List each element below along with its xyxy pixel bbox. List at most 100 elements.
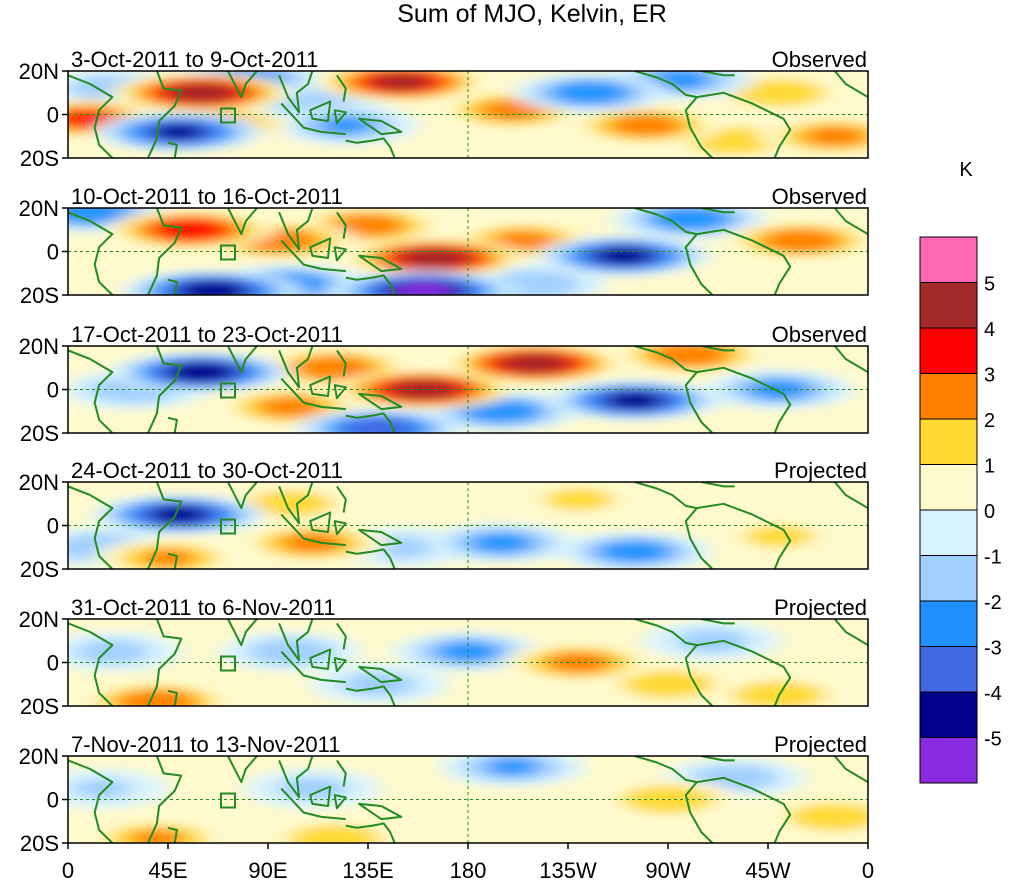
coastline <box>147 208 183 295</box>
coastline <box>358 254 403 273</box>
anomaly-contour <box>608 113 684 137</box>
lon-tick-label: 180 <box>450 858 487 883</box>
anomaly-contour <box>485 757 540 776</box>
anomaly-contour <box>596 540 673 563</box>
colorbar-tick-label: 0 <box>984 501 995 523</box>
coastline <box>309 237 332 259</box>
coastline <box>167 416 178 433</box>
coastline <box>280 239 346 273</box>
anomaly-contour <box>330 214 406 237</box>
coastline <box>227 482 258 510</box>
colorbar-tick-label: 2 <box>984 410 995 432</box>
lon-tick-label: 135W <box>539 858 597 883</box>
anomaly-contour <box>149 505 209 524</box>
coastline <box>68 211 114 295</box>
coastline <box>684 781 714 843</box>
coastline <box>634 756 698 784</box>
coastline <box>833 71 868 98</box>
anomaly-contour <box>490 230 557 252</box>
coastline <box>634 71 698 99</box>
panel-period-label: 3-Oct-2011 to 9-Oct-2011 <box>71 47 318 72</box>
coastline <box>167 552 178 569</box>
coastline <box>333 384 347 400</box>
anomaly-contour <box>605 391 664 410</box>
lat-tick-label: 20S <box>20 421 59 446</box>
coastline <box>701 756 735 762</box>
panel: 20N 0 20S 24-Oct-2011 to 30-Oct-2011 Project… <box>19 458 869 582</box>
anomaly-contour <box>319 116 373 135</box>
coastline <box>278 756 314 799</box>
coastline <box>701 208 735 214</box>
coastline <box>278 619 314 662</box>
anomaly-contour <box>116 689 198 706</box>
coastline <box>696 228 792 295</box>
colorbar-tick-label: 4 <box>984 319 995 341</box>
coastline <box>309 511 332 533</box>
lat-tick-label: 0 <box>47 514 59 539</box>
coastline <box>336 485 347 513</box>
anomaly-contour <box>543 488 615 511</box>
lon-tick-label: 135E <box>342 858 393 883</box>
lat-tick-label: 20N <box>19 744 59 769</box>
anomaly-contour <box>176 280 249 295</box>
anomaly-contour <box>341 417 417 433</box>
coastline <box>345 822 396 843</box>
anomaly-contour <box>549 80 631 105</box>
coastline <box>345 412 396 433</box>
colorbar-tick-label: 5 <box>984 274 995 296</box>
colorbar-swatch <box>919 555 978 602</box>
coastline <box>278 208 314 251</box>
coastline <box>333 657 347 673</box>
lat-tick-label: 20N <box>19 470 59 495</box>
colorbar-tick-label: -2 <box>984 592 1002 614</box>
coastline <box>68 622 114 706</box>
anomaly-contour <box>74 639 151 664</box>
coastline <box>336 211 347 239</box>
anomaly-contour <box>372 72 431 92</box>
panel-period-label: 7-Nov-2011 to 13-Nov-2011 <box>71 732 340 757</box>
coastline <box>333 246 347 262</box>
anomaly-contour <box>165 82 237 104</box>
coastline <box>333 794 347 810</box>
longitude-axis: 0 45E 90E 135E 180 135W 90W 45W 0 <box>62 843 874 883</box>
anomaly-contour <box>399 247 471 269</box>
coastline <box>634 482 698 510</box>
anomaly-contour <box>395 281 453 295</box>
panel-period-label: 24-Oct-2011 to 30-Oct-2011 <box>71 458 343 483</box>
coastline <box>227 619 258 647</box>
lat-tick-label: 20S <box>20 146 59 171</box>
colorbar-swatch <box>919 418 978 465</box>
anomaly-contour <box>760 228 843 253</box>
reference-box <box>220 655 236 672</box>
coastline <box>336 622 347 650</box>
coastline <box>309 375 332 397</box>
panel: 20N 0 20S 3-Oct-2011 to 9-Oct-2011 Observed <box>19 47 869 171</box>
colorbar-tick-label: 3 <box>984 365 995 387</box>
coastline <box>684 233 714 295</box>
panel: 20N 0 20S 10-Oct-2011 to 16-Oct-2011 Observe… <box>19 184 869 308</box>
colorbar-swatch <box>919 600 978 647</box>
lon-tick-label: 45W <box>745 858 790 883</box>
lon-tick-label: 0 <box>862 858 874 883</box>
coastline <box>358 802 403 821</box>
colorbar-tick-label: -5 <box>984 729 1002 751</box>
anomaly-contour <box>152 218 228 241</box>
reference-box <box>220 382 236 399</box>
anomaly-contour <box>293 355 376 380</box>
coastline <box>227 208 258 236</box>
coastline <box>309 785 332 807</box>
panel: 20N 0 20S 17-Oct-2011 to 23-Oct-2011 Observe… <box>19 322 869 446</box>
coastline <box>336 74 347 102</box>
panel-status-label: Observed <box>772 322 867 347</box>
anomaly-contour <box>674 628 751 653</box>
anomaly-contour <box>130 829 184 843</box>
reference-box <box>220 107 236 124</box>
coastline <box>68 759 114 843</box>
coastline <box>833 482 868 509</box>
coastline <box>147 619 183 706</box>
coastline <box>309 100 332 122</box>
colorbar-swatch <box>919 646 978 693</box>
colorbar-swatch <box>919 464 978 511</box>
coastline <box>333 520 347 536</box>
lon-tick-label: 45E <box>148 858 187 883</box>
